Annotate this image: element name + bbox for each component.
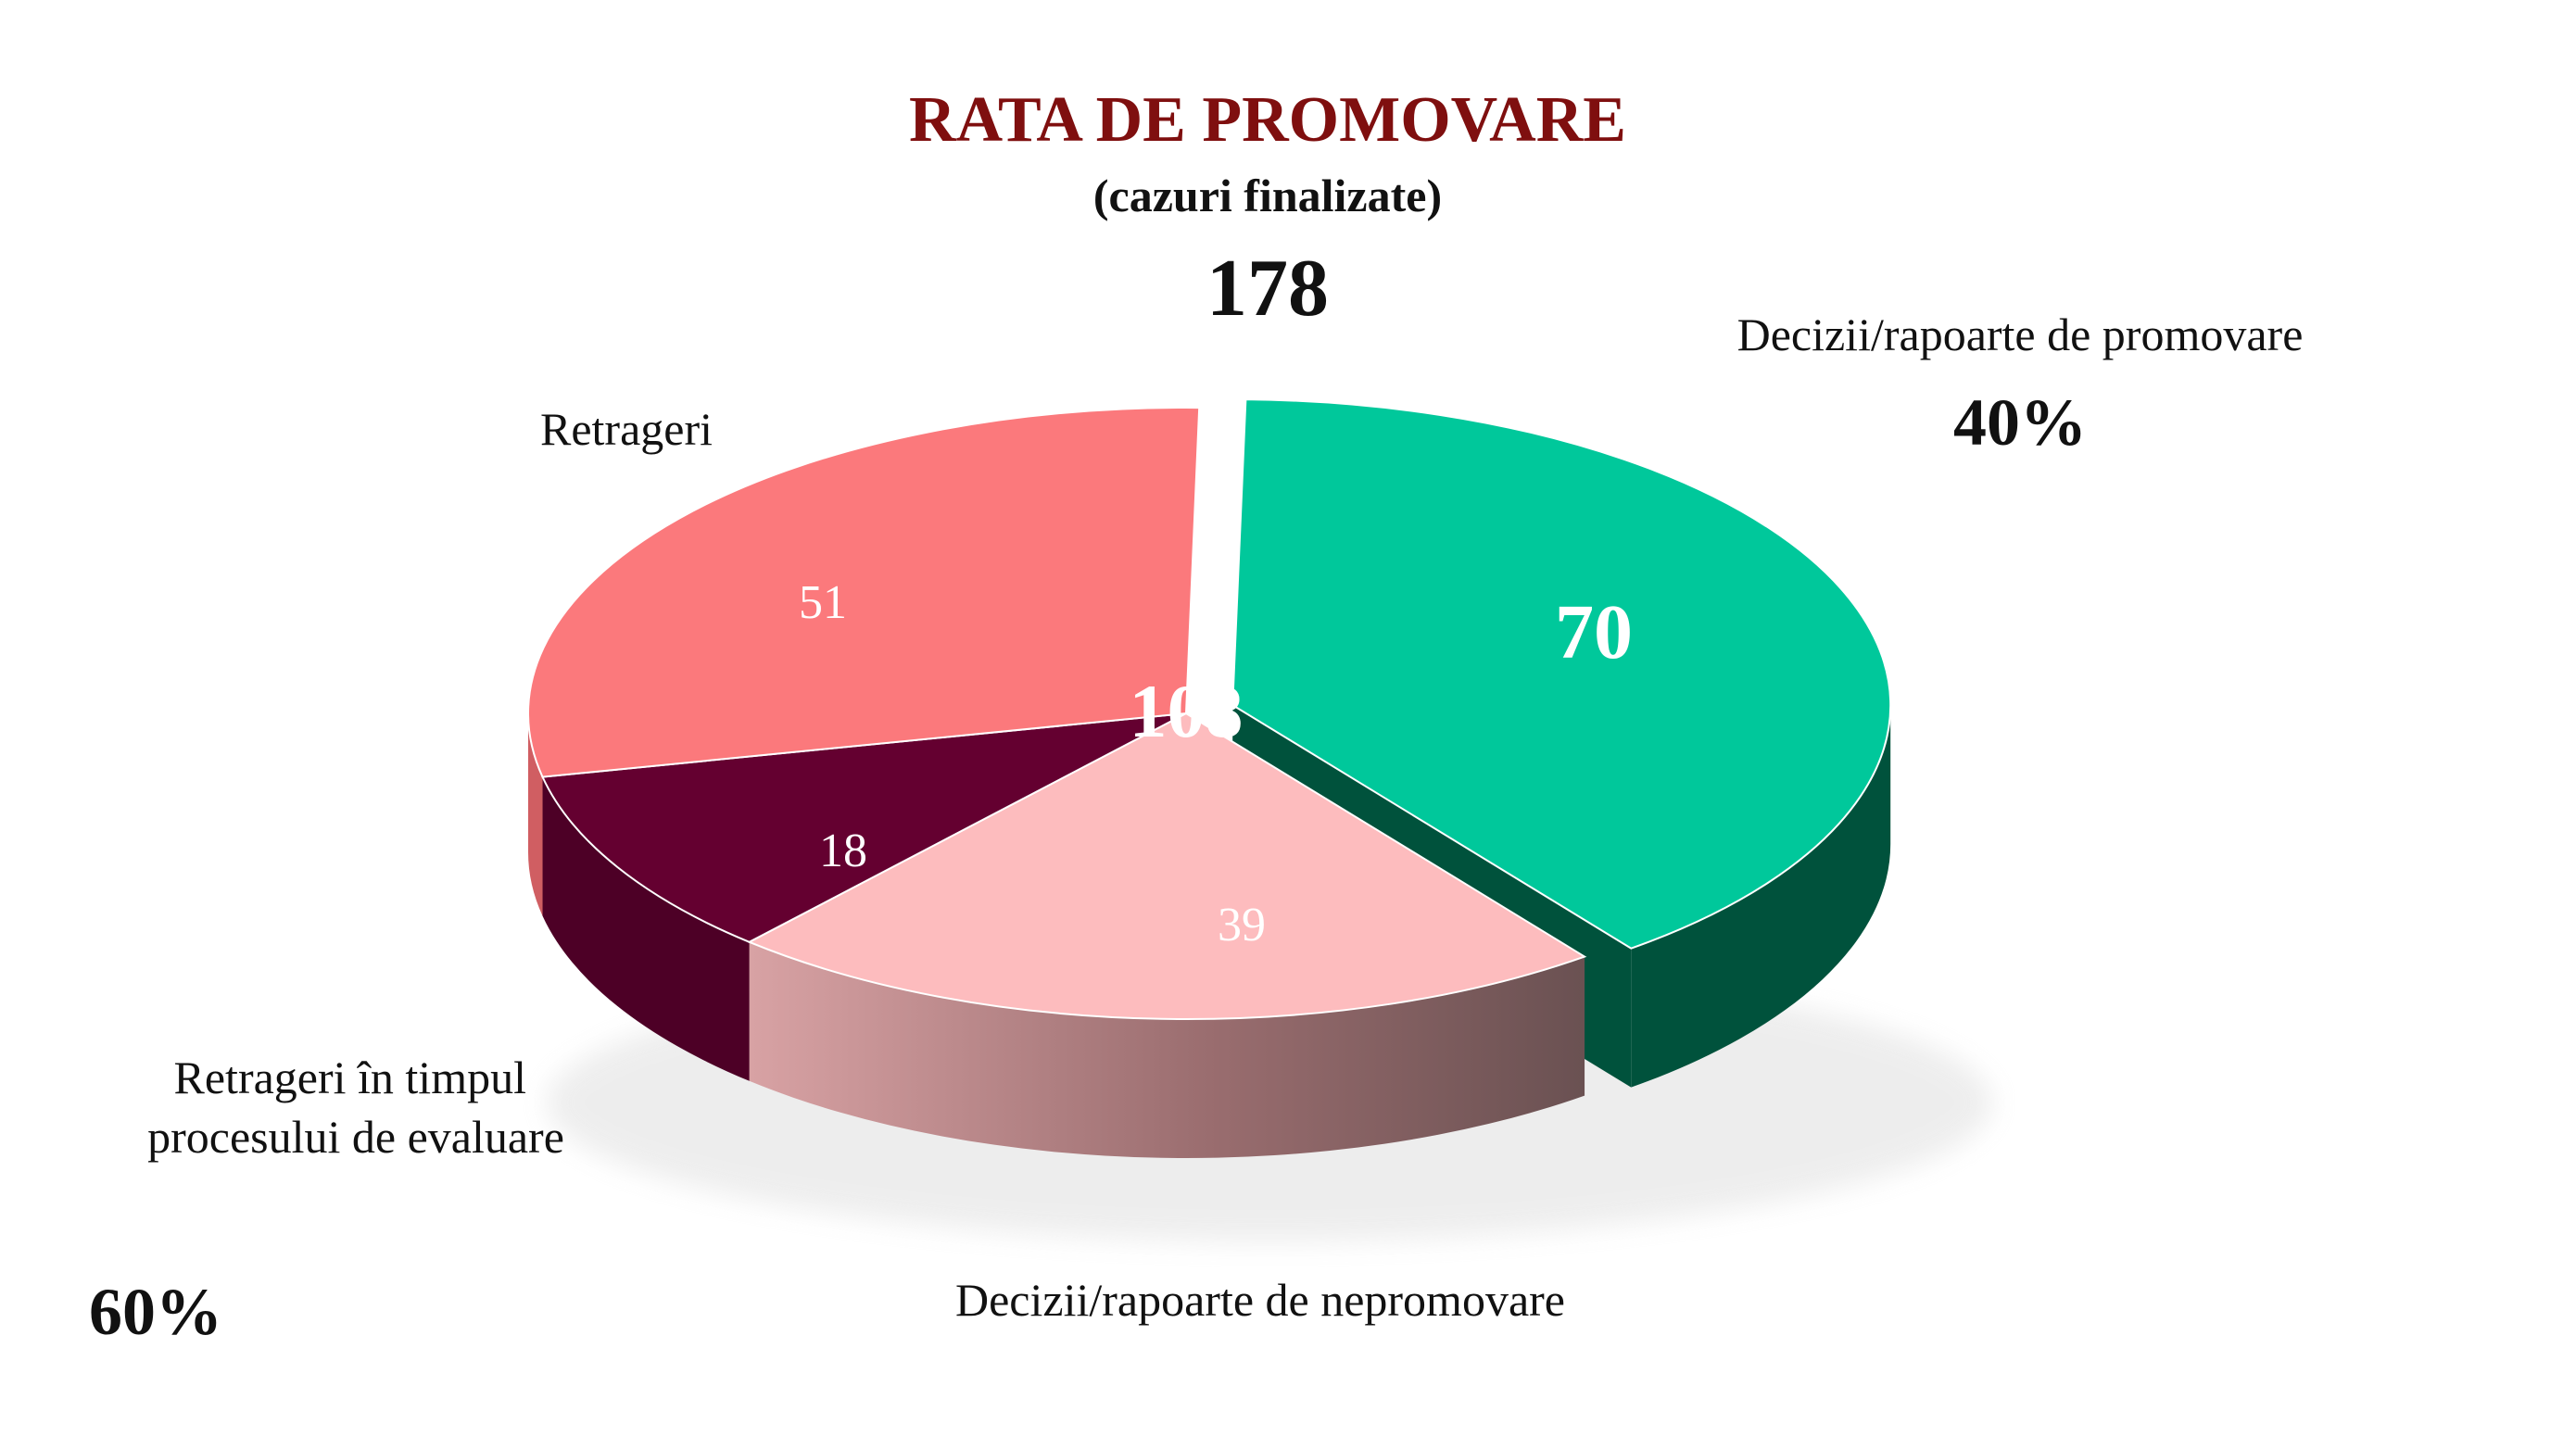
slice-side-wall-retrageri-evaluare [542,776,750,1081]
percent-label-promovare: 40% [1953,385,2087,460]
inner-total-label: 108 [1130,669,1244,753]
pie-slice-nepromovare [747,712,1587,1020]
slice-value-promovare: 70 [1555,589,1633,675]
slice-side-wall-nepromovare [749,941,1585,1159]
pie-slice-retrageri [527,407,1201,778]
category-label-retrageri-evaluare: Retrageri în timpul procesului de evalua… [147,1052,564,1163]
slice-value-nepromovare: 39 [1218,899,1266,951]
slice-side-wall-retrageri [528,713,543,916]
pie-slice-promovare [1231,398,1892,950]
chart-subtitle: (cazuri finalizate) [1093,170,1442,221]
slice-value-retrageri-evaluare: 18 [819,825,867,877]
category-label-retrageri: Retrageri [540,403,713,455]
slice-side-wall-promovare [1631,705,1891,1088]
slice-value-retrageri: 51 [799,576,847,629]
percent-label-rest: 60% [89,1275,222,1349]
chart-title: RATA DE PROMOVARE [909,84,1626,156]
pie-slice-retrageri-evaluare [541,712,1187,943]
total-label: 178 [1206,244,1329,334]
pie-top-faces [527,398,1892,1020]
category-label-promovare: Decizii/rapoarte de promovare [1737,309,2304,360]
category-label-nepromovare: Decizii/rapoarte de nepromovare [955,1274,1565,1326]
